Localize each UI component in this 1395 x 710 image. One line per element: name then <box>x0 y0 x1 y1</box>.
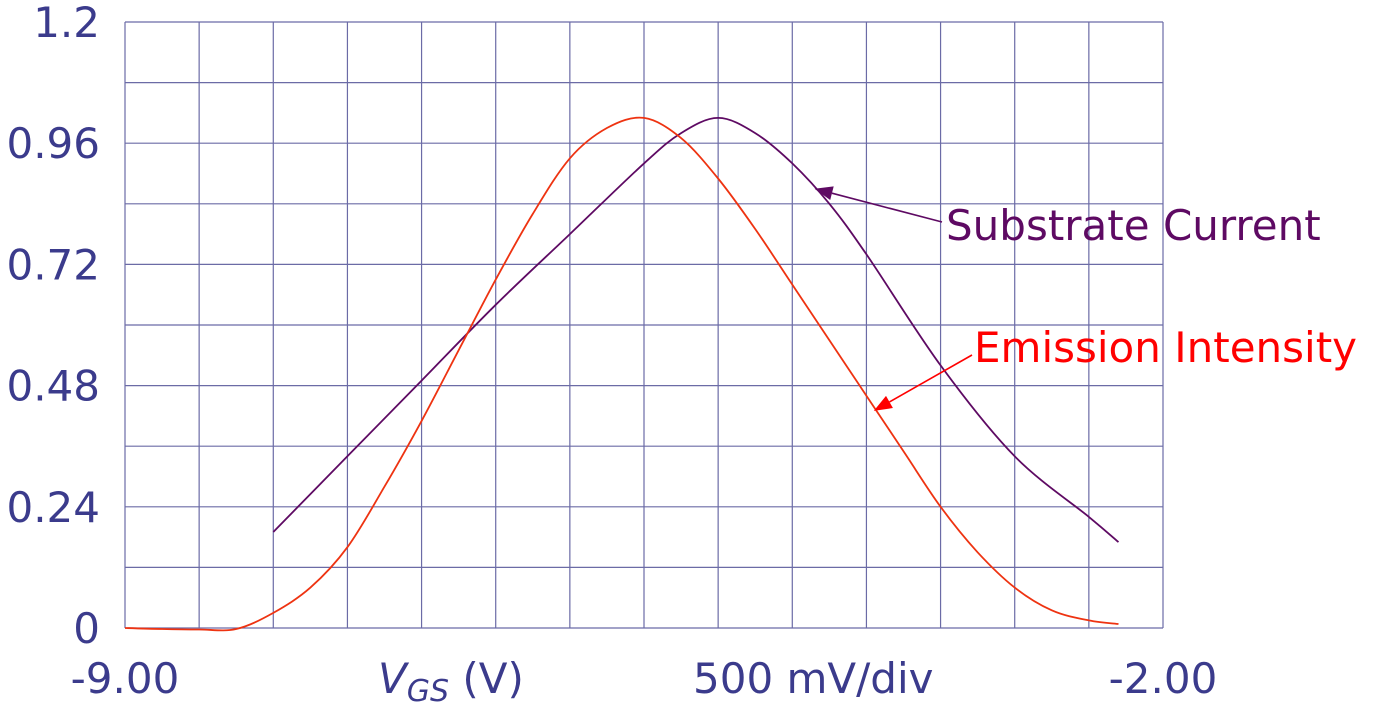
annotation-arrow-head-emission-intensity <box>873 395 893 411</box>
y-tick-label: 0.72 <box>6 240 100 289</box>
series-line-substrate-current <box>272 116 1120 543</box>
grid <box>124 21 1164 629</box>
annotation-arrow-head-substrate-current <box>814 186 834 200</box>
annotation-arrow-line-substrate-current <box>831 192 943 223</box>
annotation-arrow-line-emission-intensity <box>889 354 973 403</box>
annotation-label-substrate-current: Substrate Current <box>946 201 1321 250</box>
y-tick-label: 0 <box>73 604 100 653</box>
series-line-emission-intensity <box>124 116 1119 632</box>
y-tick-label: 1.2 <box>33 0 100 47</box>
annotation-label-emission-intensity: Emission Intensity <box>974 323 1357 372</box>
series-layer <box>124 116 1120 632</box>
y-tick-label: 0.24 <box>6 483 100 532</box>
x-axis-title: VGS (V) <box>378 654 524 709</box>
x-tick-label-max: -2.00 <box>1109 654 1218 703</box>
y-axis-ticks: 0 0.24 0.48 0.72 0.96 1.2 <box>6 0 100 653</box>
x-axis-symbol: V <box>378 654 410 703</box>
annotation-layer: Substrate Current Emission Intensity <box>814 186 1357 411</box>
y-tick-label: 0.48 <box>6 362 100 411</box>
y-tick-label: 0.96 <box>6 119 100 168</box>
x-axis-subscript: GS <box>407 674 449 709</box>
x-scale-label: 500 mV/div <box>693 654 934 703</box>
x-axis-unit: (V) <box>449 654 524 703</box>
x-tick-label-min: -9.00 <box>71 654 180 703</box>
